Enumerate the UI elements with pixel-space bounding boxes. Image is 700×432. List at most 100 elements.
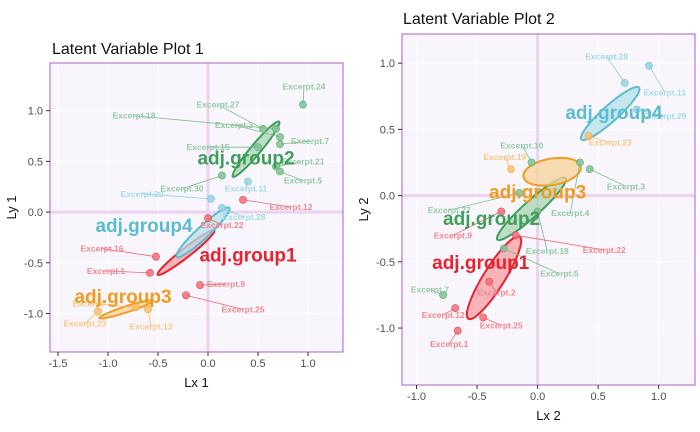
point-label: Excerpt.18 [113, 111, 156, 121]
point-label: Excerpt.25 [480, 320, 523, 330]
data-point [239, 195, 247, 204]
point-label: Excerpt.23 [64, 319, 107, 329]
plot-border [49, 62, 344, 353]
point-label: Excerpt.22 [583, 245, 626, 255]
adj-group1-ellipse [465, 235, 523, 321]
data-point [479, 313, 488, 322]
leader-line [275, 160, 304, 167]
data-point [497, 207, 506, 216]
group-label: adj.group4 [95, 216, 193, 237]
x-tick-label: -0.5 [149, 358, 168, 370]
point-label: Excerpt.28 [585, 52, 628, 62]
point-label: Excerpt.11 [225, 184, 268, 194]
data-point [196, 281, 204, 289]
data-point [218, 171, 226, 180]
data-point [576, 158, 584, 167]
group-label: adj.group1 [432, 253, 530, 274]
data-point [276, 133, 284, 141]
data-point [499, 244, 508, 253]
data-point [453, 326, 462, 335]
data-point [439, 291, 448, 299]
point-label: Excerpt.16 [81, 244, 124, 254]
data-point [451, 304, 460, 313]
leader-line [636, 109, 665, 117]
point-label: Excerpt.19 [483, 152, 526, 162]
point-label: Excerpt.1 [87, 266, 126, 276]
point-label: Excerpt.2 [477, 287, 516, 297]
leader-line [537, 211, 548, 252]
data-point [254, 143, 262, 152]
x-tick-label: 0.0 [530, 391, 545, 403]
group-label: adj.group4 [565, 103, 663, 124]
point-label: Excerpt.13 [130, 322, 173, 332]
adj-group4-ellipse [175, 206, 231, 259]
point-label: Excerpt.5 [284, 176, 323, 186]
point-label: Excerpt [72, 298, 103, 308]
x-tick-label: -1.0 [407, 391, 426, 403]
data-point [299, 100, 307, 109]
point-label: Excerpt.22 [201, 220, 244, 230]
point-label: Excerpt.3 [607, 181, 646, 191]
y-tick-label: 1.0 [28, 106, 43, 118]
data-point [207, 194, 215, 203]
point-label: Excerpt.18 [526, 246, 569, 256]
x-tick-label: 0.5 [590, 391, 605, 403]
point-label: Excerpt.29 [643, 111, 686, 121]
leader-line [279, 171, 304, 181]
data-point [485, 277, 494, 286]
point-label: Excerpt.10 [500, 140, 543, 150]
leader-line [515, 234, 605, 251]
leader-line [217, 104, 264, 130]
chart-title: Latent Variable Plot 1 [52, 41, 204, 58]
point-label: Excerpt.21 [282, 156, 325, 166]
leader-line [648, 65, 666, 93]
point-label: Excerpt.4 [551, 208, 590, 218]
leader-line [242, 199, 292, 208]
point-label: Excerpt.27 [428, 205, 471, 215]
leader-line [589, 168, 627, 187]
leader-line [569, 162, 581, 213]
adj-group3-ellipse [522, 156, 582, 187]
leader-line [133, 115, 277, 130]
point-label: Excerpt.24 [283, 81, 326, 91]
y-axis-title: Ly 1 [4, 195, 19, 219]
leader-line [105, 270, 151, 274]
point-label: Excerpt.5 [540, 269, 579, 279]
point-label: Excerpt.7 [411, 285, 450, 295]
point-label: Excerpt.30 [161, 184, 204, 194]
leader-line [233, 124, 281, 138]
x-tick-label: 0.5 [250, 358, 265, 370]
point-label: Excerpt.9 [434, 230, 473, 240]
data-point [204, 214, 212, 223]
x-tick-label: -1.5 [49, 358, 68, 370]
point-label: Excerpt.20 [121, 189, 164, 199]
point-label: Excerpt.28 [223, 212, 266, 222]
y-tick-label: 0.5 [28, 156, 43, 168]
data-point [259, 125, 267, 133]
data-point [515, 189, 524, 197]
data-point [132, 303, 140, 312]
leader-line [181, 175, 223, 190]
leader-line [452, 211, 502, 236]
group-label: adj.group2 [443, 209, 540, 230]
data-point [218, 204, 226, 212]
point-label: Excerpt.27 [197, 100, 240, 110]
data-point [527, 158, 536, 167]
x-tick-label: 1.0 [651, 391, 666, 403]
leader-line [449, 192, 520, 211]
point-label: Excerpt.12 [422, 310, 465, 320]
data-point [632, 105, 641, 114]
data-point [272, 162, 280, 171]
leader-line [101, 248, 157, 258]
leader-line [606, 56, 626, 84]
adj-group4-ellipse [579, 85, 641, 142]
data-point [152, 252, 160, 261]
y-tick-label: -0.5 [24, 258, 43, 270]
group-label: adj.group2 [197, 148, 294, 169]
point-label: Excerpt.12 [270, 202, 313, 212]
data-point [645, 61, 653, 70]
data-point [276, 140, 284, 149]
data-point [511, 231, 520, 240]
y-axis-title: Ly 2 [356, 197, 371, 221]
